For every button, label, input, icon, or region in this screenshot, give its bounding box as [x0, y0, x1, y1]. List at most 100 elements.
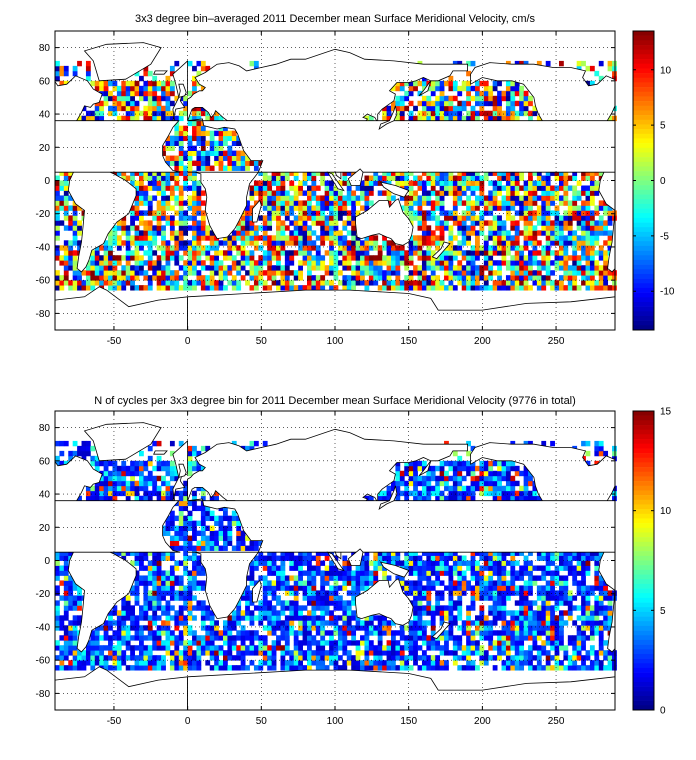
data-cell: [223, 155, 228, 161]
data-cell: [134, 195, 140, 201]
data-cell: [280, 250, 286, 256]
data-cell: [156, 260, 162, 266]
data-cell: [510, 115, 516, 122]
data-cell: [457, 595, 463, 601]
data-cell: [236, 225, 242, 231]
data-cell: [589, 610, 595, 616]
data-cell: [519, 90, 525, 97]
data-cell: [337, 575, 343, 581]
data-cell: [147, 230, 153, 236]
data-cell: [523, 245, 529, 251]
data-cell: [284, 585, 290, 591]
data-cell: [112, 230, 118, 236]
data-cell: [466, 565, 471, 571]
data-cell: [430, 115, 436, 122]
data-cell: [147, 625, 153, 631]
data-cell: [174, 655, 180, 661]
data-cell: [315, 590, 321, 596]
data-cell: [413, 105, 418, 112]
data-cell: [413, 210, 418, 216]
data-cell: [200, 160, 206, 166]
data-cell: [519, 630, 525, 636]
data-cell: [435, 610, 441, 616]
data-cell: [307, 600, 312, 606]
colorbar-segment: [633, 241, 654, 247]
data-cell: [174, 240, 180, 246]
data-cell: [497, 615, 502, 621]
data-cell: [404, 195, 410, 201]
data-cell: [311, 215, 317, 221]
data-cell: [183, 630, 189, 636]
data-cell: [178, 155, 184, 161]
data-cell: [457, 195, 463, 201]
data-cell: [214, 145, 219, 151]
data-cell: [178, 590, 184, 596]
data-cell: [483, 210, 489, 216]
data-cell: [165, 555, 171, 561]
data-cell: [607, 655, 613, 661]
data-cell: [475, 265, 480, 271]
data-cell: [501, 620, 507, 626]
data-cell: [382, 240, 387, 246]
data-cell: [245, 255, 250, 261]
data-cell: [156, 580, 162, 586]
data-cell: [461, 185, 467, 191]
data-cell: [541, 265, 547, 271]
data-cell: [298, 260, 303, 266]
data-cell: [528, 210, 533, 216]
data-cell: [528, 665, 533, 671]
data-cell: [192, 630, 197, 636]
data-cell: [103, 275, 109, 281]
data-cell: [192, 105, 197, 112]
data-cell: [169, 245, 175, 251]
data-cell: [289, 660, 295, 666]
data-cell: [139, 230, 144, 236]
data-cell: [461, 275, 467, 281]
data-cell: [77, 665, 82, 671]
data-cell: [178, 665, 184, 671]
data-cell: [178, 150, 184, 156]
data-cell: [169, 655, 175, 661]
data-cell: [567, 275, 573, 281]
data-cell: [470, 650, 476, 656]
data-cell: [307, 250, 312, 256]
data-cell: [249, 580, 255, 586]
data-cell: [475, 270, 480, 276]
data-cell: [108, 110, 113, 117]
data-cell: [271, 555, 277, 561]
data-cell: [192, 580, 197, 586]
data-cell: [364, 195, 370, 201]
data-cell: [329, 610, 334, 616]
data-cell: [448, 105, 454, 112]
data-cell: [501, 600, 507, 606]
data-cell: [147, 645, 153, 651]
data-cell: [466, 115, 471, 122]
data-cell: [240, 220, 246, 226]
data-cell: [576, 270, 582, 276]
data-cell: [125, 175, 131, 181]
data-cell: [311, 620, 317, 626]
data-cell: [293, 595, 299, 601]
data-cell: [169, 230, 175, 236]
data-cell: [169, 640, 175, 646]
data-cell: [519, 660, 525, 666]
data-cell: [346, 240, 352, 246]
data-cell: [581, 590, 586, 596]
data-cell: [444, 115, 449, 122]
data-cell: [214, 270, 219, 276]
data-cell: [161, 640, 166, 646]
data-cell: [156, 115, 162, 122]
data-cell: [501, 590, 507, 596]
data-cell: [94, 250, 100, 256]
data-cell: [315, 205, 321, 211]
data-cell: [280, 210, 286, 216]
data-cell: [444, 215, 449, 221]
data-cell: [169, 275, 175, 281]
data-cell: [156, 210, 162, 216]
data-cell: [581, 565, 586, 571]
data-cell: [457, 590, 463, 596]
data-cell: [444, 80, 449, 87]
data-cell: [475, 220, 480, 226]
data-cell: [68, 285, 74, 291]
data-cell: [284, 580, 290, 586]
